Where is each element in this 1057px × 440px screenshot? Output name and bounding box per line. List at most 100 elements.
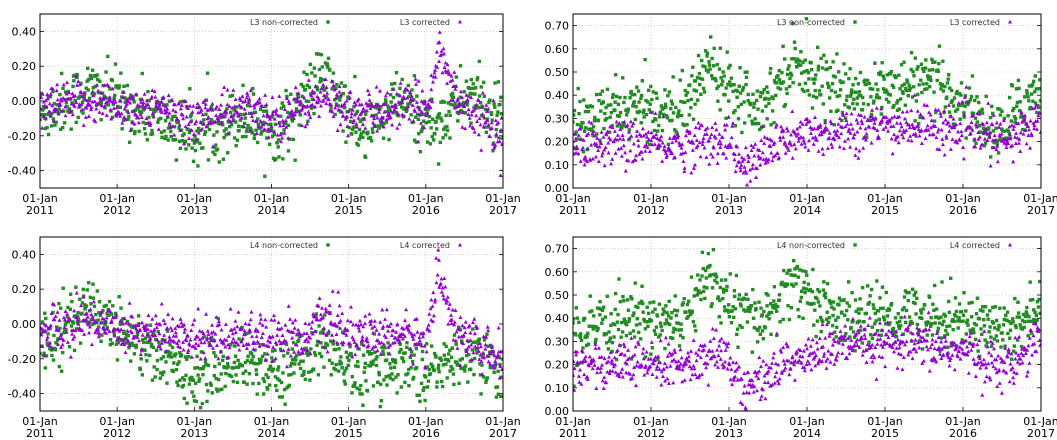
- data-point-square: [710, 302, 714, 306]
- data-point-triangle: [312, 90, 317, 95]
- data-point-triangle: [120, 120, 125, 125]
- data-point-square: [206, 158, 211, 162]
- data-point-square: [667, 299, 671, 304]
- data-point-square: [371, 384, 376, 388]
- data-point-triangle: [883, 124, 888, 129]
- data-point-square: [51, 310, 55, 315]
- data-point-triangle: [494, 361, 499, 366]
- data-point-square: [310, 97, 315, 101]
- data-point-square: [343, 106, 347, 110]
- data-point-triangle: [497, 375, 502, 380]
- data-point-square: [957, 103, 961, 108]
- data-point-triangle: [1036, 113, 1041, 118]
- data-point-triangle: [170, 124, 175, 128]
- data-point-triangle: [155, 98, 160, 103]
- data-point-triangle: [203, 102, 208, 106]
- data-point-square: [594, 337, 598, 342]
- data-point-square: [1002, 129, 1006, 134]
- data-point-triangle: [185, 106, 190, 110]
- data-point-square: [61, 286, 65, 290]
- data-point-square: [113, 62, 118, 66]
- data-point-triangle: [452, 70, 457, 74]
- data-point-square: [711, 76, 715, 81]
- data-point-square: [477, 337, 481, 341]
- data-point-triangle: [104, 330, 109, 335]
- data-point-triangle: [763, 160, 768, 165]
- data-point-square: [641, 301, 645, 306]
- data-point-square: [347, 358, 351, 363]
- data-point-square: [805, 68, 809, 73]
- data-point-square: [417, 393, 421, 397]
- data-point-square: [187, 354, 191, 359]
- data-point-square: [624, 113, 629, 117]
- data-point-square: [86, 88, 90, 92]
- data-point-square: [613, 108, 617, 113]
- data-point-triangle: [445, 62, 450, 67]
- data-point-triangle: [252, 105, 257, 110]
- data-point-triangle: [204, 311, 209, 316]
- data-point-square: [662, 112, 666, 117]
- data-point-square: [653, 307, 657, 311]
- data-point-triangle: [60, 342, 65, 347]
- data-point-triangle: [879, 106, 884, 111]
- x-tick-label: 01-Jan: [177, 192, 213, 205]
- data-point-triangle: [317, 339, 322, 344]
- data-point-triangle: [138, 112, 143, 117]
- data-point-square: [962, 115, 966, 119]
- data-point-square: [836, 108, 840, 113]
- data-point-square: [761, 124, 766, 128]
- data-point-square: [373, 350, 377, 355]
- data-point-square: [296, 95, 301, 99]
- data-point-triangle: [441, 46, 446, 51]
- data-point-square: [471, 82, 475, 86]
- data-point-square: [843, 338, 847, 343]
- data-point-triangle: [998, 121, 1003, 126]
- data-point-triangle: [293, 109, 298, 114]
- data-point-triangle: [411, 336, 416, 341]
- data-point-square: [181, 383, 186, 388]
- data-point-square: [760, 329, 765, 333]
- data-point-square: [178, 146, 183, 151]
- data-point-square: [679, 99, 683, 104]
- data-point-square: [594, 92, 599, 97]
- data-point-square: [80, 301, 85, 305]
- data-point-square: [909, 67, 913, 72]
- data-point-triangle: [326, 309, 331, 314]
- data-point-square: [832, 123, 836, 127]
- data-point-square: [773, 303, 778, 307]
- data-point-triangle: [275, 326, 280, 331]
- data-point-triangle: [43, 98, 48, 102]
- data-point-triangle: [953, 122, 958, 127]
- x-tick-label: 01-Jan: [945, 192, 981, 205]
- data-point-square: [932, 90, 936, 94]
- data-point-triangle: [347, 95, 352, 100]
- data-point-square: [752, 326, 757, 330]
- data-point-square: [307, 351, 311, 355]
- data-point-triangle: [614, 119, 619, 124]
- data-point-triangle: [966, 100, 971, 104]
- data-point-triangle: [434, 49, 439, 54]
- data-point-triangle: [304, 331, 309, 335]
- data-point-triangle: [811, 142, 816, 146]
- data-point-square: [59, 369, 64, 373]
- data-point-triangle: [272, 116, 277, 121]
- data-point-square: [762, 309, 766, 314]
- data-point-triangle: [436, 257, 441, 262]
- data-point-square: [825, 67, 830, 71]
- data-point-triangle: [374, 327, 379, 332]
- data-point-triangle: [865, 117, 870, 122]
- data-point-triangle: [832, 129, 837, 133]
- data-point-triangle: [455, 346, 460, 350]
- data-point-square: [913, 56, 918, 60]
- data-point-square: [197, 126, 201, 131]
- data-point-square: [696, 98, 700, 102]
- data-point-square: [923, 87, 927, 92]
- data-point-square: [896, 98, 900, 103]
- data-point-square: [216, 377, 221, 382]
- data-point-square: [931, 60, 935, 65]
- data-point-square: [729, 76, 734, 80]
- data-point-triangle: [267, 116, 272, 121]
- data-point-triangle: [254, 131, 259, 136]
- data-point-triangle: [225, 87, 230, 92]
- data-point-triangle: [239, 339, 244, 344]
